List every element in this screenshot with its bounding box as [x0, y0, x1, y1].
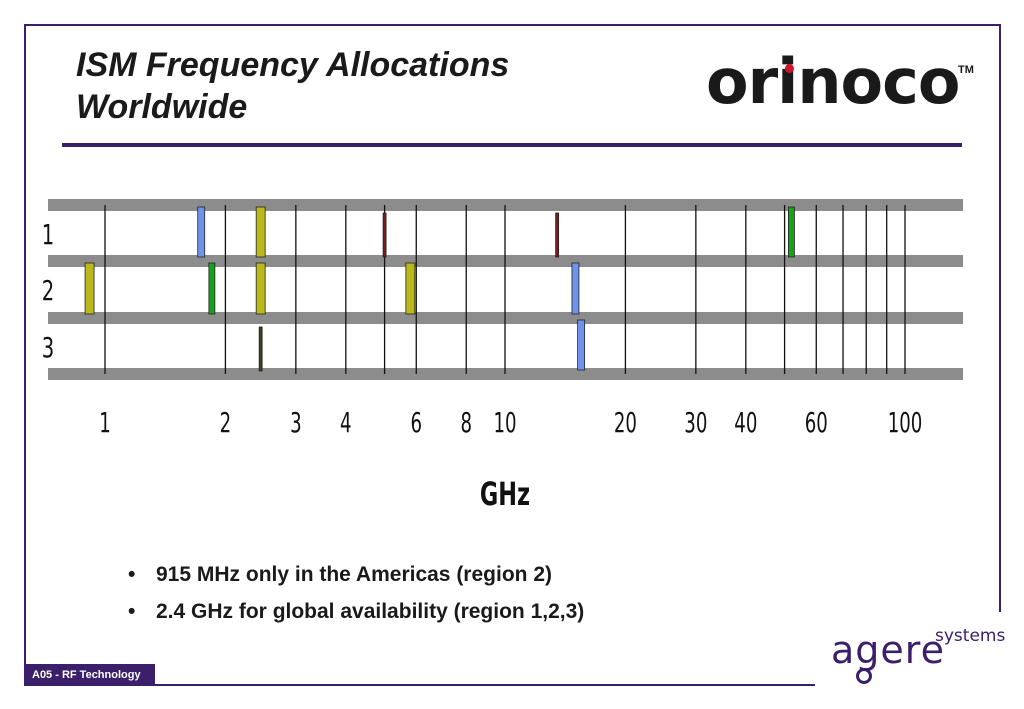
slide-title-line2: Worldwide	[76, 88, 248, 126]
bullet-item: • 2.4 GHz for global availability (region…	[128, 600, 585, 623]
frame-top-border	[24, 24, 1001, 26]
agere-systems-text: systems	[935, 626, 1006, 646]
frame-left-border	[24, 24, 26, 684]
orinoco-logo: orinoco	[706, 45, 961, 118]
tick-label: 40	[734, 406, 757, 439]
frequency-band-bar	[405, 262, 416, 315]
agere-logo-ring	[856, 668, 872, 684]
frequency-band-bar	[788, 206, 795, 258]
frequency-band-bar	[577, 319, 586, 371]
x-axis-label: GHz	[480, 475, 530, 513]
tick-label: 1	[99, 406, 111, 439]
agere-logo: agere	[831, 628, 945, 672]
frequency-band-bar	[258, 326, 263, 372]
bullet-item: • 915 MHz only in the Americas (region 2)	[128, 563, 552, 586]
orinoco-logo-dot	[785, 64, 794, 73]
frame-bottom-border	[155, 684, 815, 686]
slide-title: ISM Frequency Allocations Worldwide	[76, 44, 636, 128]
tick-label: 8	[460, 406, 472, 439]
frame-right-border	[999, 24, 1001, 612]
bullet-text: 915 MHz only in the Americas (region 2)	[156, 563, 552, 586]
bullet-list: • 915 MHz only in the Americas (region 2)…	[128, 556, 584, 630]
tick-label: 60	[805, 406, 828, 439]
frequency-band-bar	[382, 212, 387, 258]
tick-label: 6	[410, 406, 422, 439]
tick-label: 2	[220, 406, 232, 439]
tick-label: 30	[684, 406, 707, 439]
frequency-band-bar	[84, 262, 95, 315]
tick-label: 100	[888, 406, 923, 439]
title-divider	[62, 143, 962, 147]
slide-title-line1: ISM Frequency Allocations	[76, 46, 510, 84]
tick-label: 20	[614, 406, 637, 439]
tick-label: 4	[340, 406, 352, 439]
frequency-band-bar	[555, 212, 560, 258]
tick-label: 10	[493, 406, 516, 439]
frequency-band-bar	[571, 262, 580, 315]
frequency-band-bar	[255, 262, 266, 315]
footer-label: A05 - RF Technology	[24, 664, 155, 686]
tick-label: 3	[290, 406, 302, 439]
region-label: 1	[42, 219, 54, 251]
frequency-band-bar	[208, 262, 216, 315]
frequency-band-bar	[255, 206, 266, 258]
region-label: 2	[42, 275, 54, 307]
orinoco-logo-trademark: TM	[958, 64, 974, 76]
bullet-text: 2.4 GHz for global availability (region …	[156, 600, 585, 623]
frequency-band-bar	[197, 206, 206, 258]
region-label: 3	[42, 332, 54, 364]
